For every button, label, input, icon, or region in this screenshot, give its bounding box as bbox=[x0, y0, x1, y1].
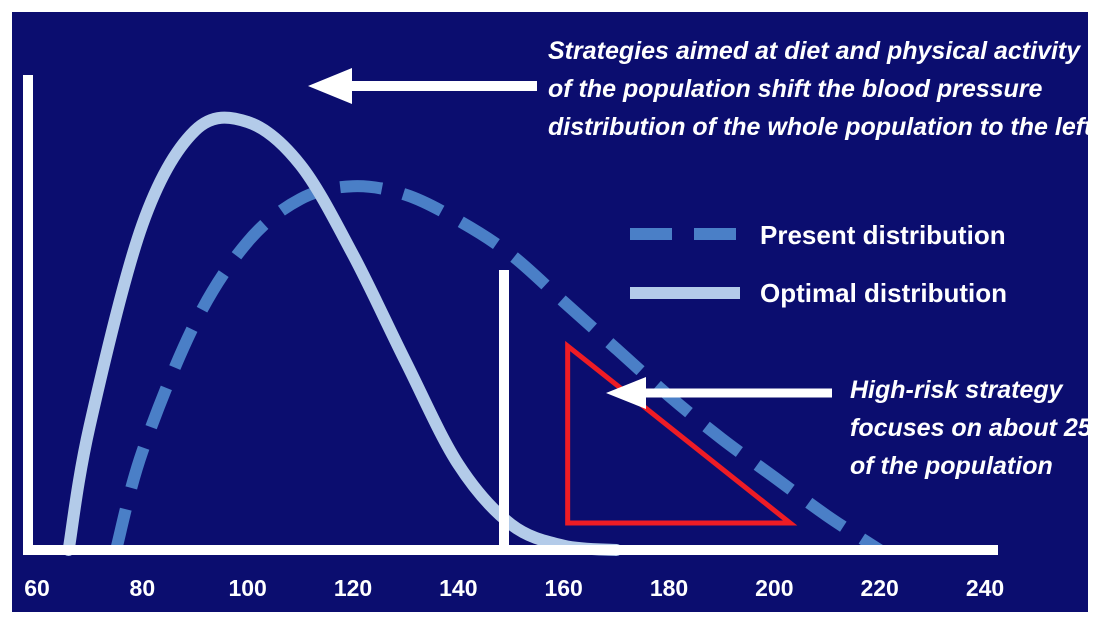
high-risk-region-triangle bbox=[565, 340, 798, 526]
x-tick-label: 220 bbox=[860, 575, 898, 601]
x-tick-label: 140 bbox=[439, 575, 477, 601]
high-risk-arrow-head bbox=[606, 377, 646, 409]
high-risk-line-2: focuses on about 25% bbox=[850, 414, 1099, 442]
legend: Present distribution Optimal distributio… bbox=[630, 220, 1007, 308]
x-tick-label: 100 bbox=[228, 575, 266, 601]
x-tick-label: 80 bbox=[130, 575, 156, 601]
population-strategy-line-3: distribution of the whole population to … bbox=[548, 113, 1094, 141]
x-tick-label: 200 bbox=[755, 575, 793, 601]
high-risk-arrow bbox=[606, 377, 832, 409]
x-tick-labels: 60 80 100 120 140 160 180 200 220 240 bbox=[24, 575, 1004, 601]
present-distribution-line bbox=[110, 180, 883, 556]
legend-label-present: Present distribution bbox=[760, 220, 1006, 250]
x-tick-label: 180 bbox=[650, 575, 688, 601]
population-strategy-line-1: Strategies aimed at diet and physical ac… bbox=[548, 37, 1081, 65]
population-strategy-line-2: of the population shift the blood pressu… bbox=[548, 75, 1043, 103]
high-risk-line-1: High-risk strategy bbox=[850, 376, 1064, 404]
left-shift-arrow bbox=[308, 68, 537, 104]
x-tick-label: 160 bbox=[544, 575, 582, 601]
left-shift-arrow-head bbox=[308, 68, 352, 104]
population-strategy-annotation: Strategies aimed at diet and physical ac… bbox=[548, 37, 1094, 141]
x-tick-label: 240 bbox=[966, 575, 1004, 601]
legend-label-optimal: Optimal distribution bbox=[760, 278, 1007, 308]
high-risk-annotation: High-risk strategy focuses on about 25% … bbox=[850, 376, 1099, 480]
x-tick-label: 60 bbox=[24, 575, 50, 601]
x-tick-label: 120 bbox=[334, 575, 372, 601]
chart-background bbox=[12, 12, 1088, 612]
high-risk-line-3: of the population bbox=[850, 452, 1053, 480]
